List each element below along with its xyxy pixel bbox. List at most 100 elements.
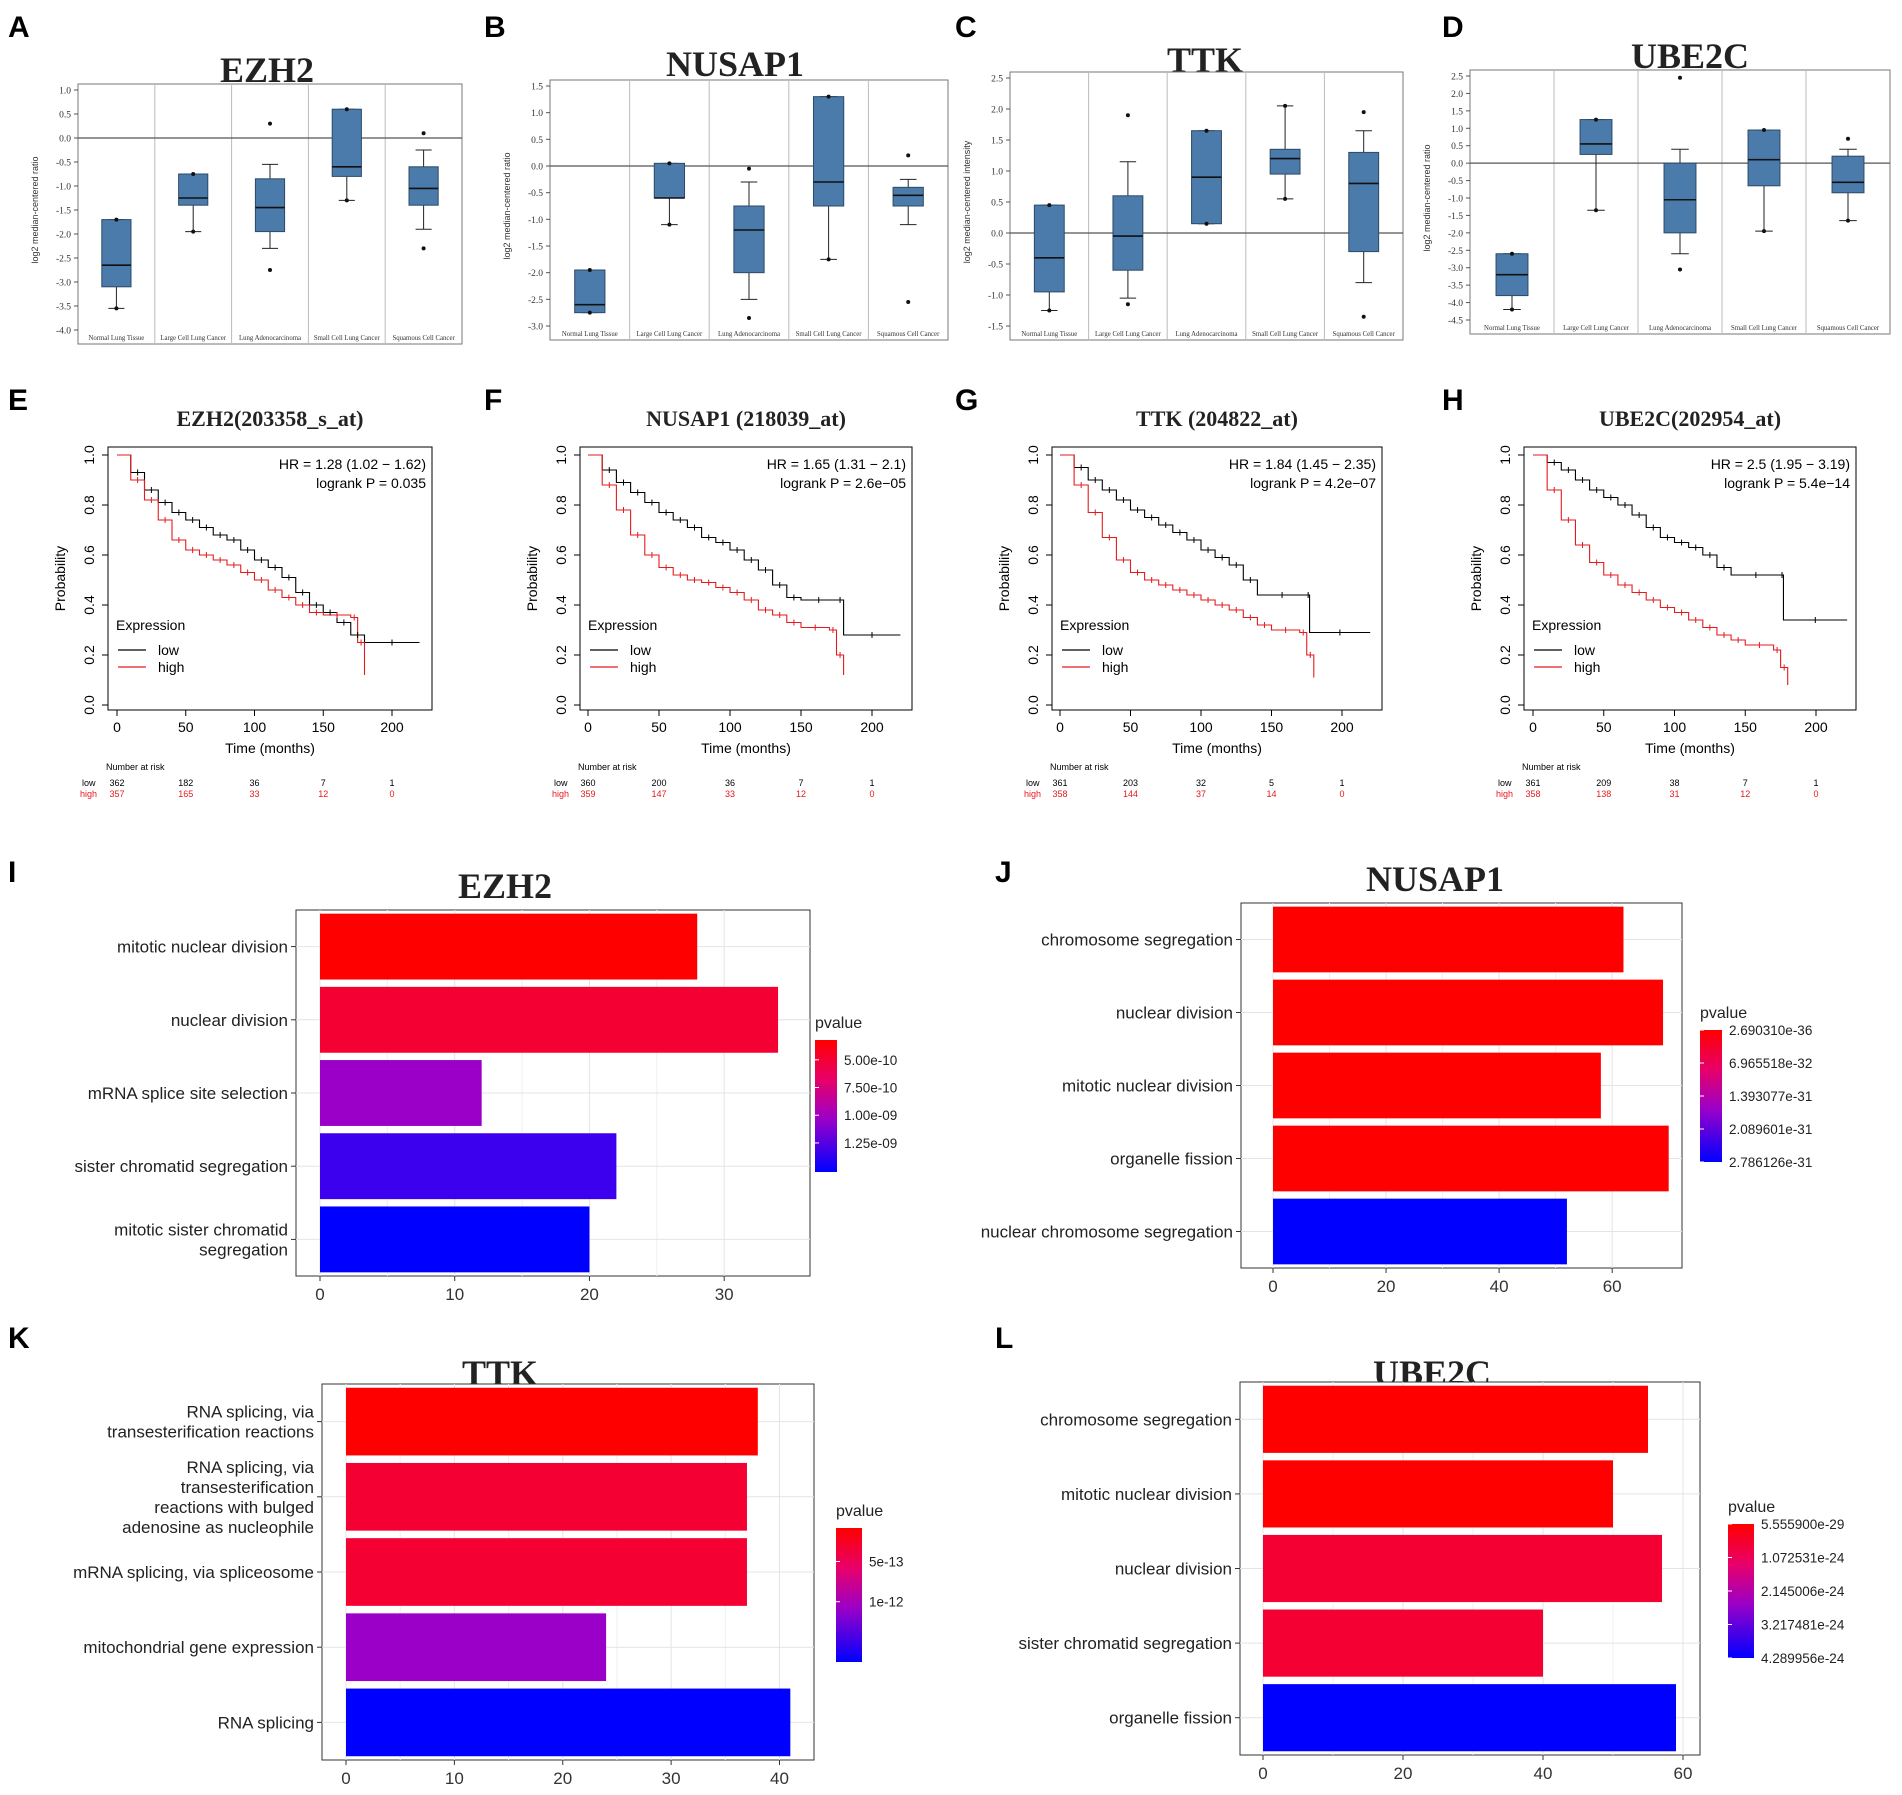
hazard-ratio-text: HR = 1.65 (1.31 − 2.1) xyxy=(767,456,906,472)
box xyxy=(331,108,362,177)
category-label: reactions with bulged xyxy=(154,1498,314,1517)
category-label: Squamous Cell Cancer xyxy=(392,335,455,342)
risk-count-high: 165 xyxy=(178,789,193,799)
y-tick-label: -4.5 xyxy=(1448,317,1463,327)
risk-count-high: 358 xyxy=(1525,789,1540,799)
y-axis-label: Probability xyxy=(52,546,68,611)
y-tick-label: -2.5 xyxy=(56,255,71,265)
barchart-title: NUSAP1 xyxy=(1366,859,1504,899)
y-tick-label: -3.5 xyxy=(56,303,71,313)
km-panel-1: EZH2(203358_s_at) HR = 1.28 (1.02 − 1.62)… xyxy=(52,406,433,799)
risk-count-low: 360 xyxy=(580,778,595,788)
boxplot-frame xyxy=(1009,71,1404,341)
barchart-title: EZH2 xyxy=(458,866,552,906)
risk-count-low: 182 xyxy=(178,778,193,788)
bar xyxy=(320,1206,590,1273)
bar xyxy=(320,1060,482,1126)
legend-label-high: high xyxy=(1574,659,1600,675)
bar xyxy=(346,1613,607,1682)
pvalue-colorbar xyxy=(1728,1524,1754,1658)
colorbar-label: 5.555900e-29 xyxy=(1761,1517,1844,1532)
outlier-point xyxy=(1361,314,1366,319)
x-tick-label: 100 xyxy=(1663,719,1687,735)
colorbar-label: 7.50e-10 xyxy=(844,1081,897,1096)
km-curve-low xyxy=(588,454,901,636)
category-label: mitotic nuclear division xyxy=(1061,1485,1232,1504)
category-label: sister chromatid segregation xyxy=(74,1157,288,1176)
category-label: organelle fission xyxy=(1110,1150,1233,1169)
category-label: mitochondrial gene expression xyxy=(83,1638,314,1657)
risk-count-low: 38 xyxy=(1669,778,1679,788)
panel-label-a: A xyxy=(8,11,30,44)
outlier-point xyxy=(747,166,751,171)
box xyxy=(1112,195,1144,271)
km-curve-low xyxy=(1060,454,1371,634)
outlier-point xyxy=(1594,208,1598,213)
category-label: Small Cell Lung Cancer xyxy=(1252,331,1319,338)
km-panel-3: TTK (204822_at) HR = 1.84 (1.45 − 2.35) lo… xyxy=(996,406,1383,799)
legend-title: Expression xyxy=(116,617,185,633)
outlier-point xyxy=(1204,221,1209,226)
outlier-point xyxy=(1678,267,1682,272)
risk-row-label-high: high xyxy=(1024,789,1041,799)
risk-count-low: 7 xyxy=(798,778,803,788)
risk-count-low: 1 xyxy=(869,778,874,788)
risk-count-high: 12 xyxy=(796,789,806,799)
panel-label-b: B xyxy=(484,11,506,44)
x-tick-label: 20 xyxy=(1377,1277,1396,1296)
pvalue-colorbar xyxy=(836,1528,862,1662)
box xyxy=(574,269,606,314)
legend-title: pvalue xyxy=(815,1015,862,1032)
risk-row-label-high: high xyxy=(80,789,97,799)
bar xyxy=(346,1688,791,1757)
y-tick-label: 0.6 xyxy=(553,545,569,565)
x-tick-label: 0 xyxy=(584,719,592,735)
y-tick-label: 0.0 xyxy=(531,163,543,173)
y-tick-label: 0.5 xyxy=(991,199,1003,209)
legend-title: pvalue xyxy=(1700,1005,1747,1022)
risk-count-high: 358 xyxy=(1052,789,1067,799)
category-label: segregation xyxy=(199,1240,288,1259)
y-tick-label: 0.6 xyxy=(1497,545,1513,565)
bar xyxy=(346,1387,758,1456)
boxplot-panel-3: TTK 2.5 2.0 1.5 1.0 0.5 0.0 -0.5 -1.0 -1.5 log2 me… xyxy=(962,40,1404,341)
y-tick-label: 2.0 xyxy=(1451,90,1463,100)
logrank-p-text: logrank P = 5.4e−14 xyxy=(1724,475,1850,491)
risk-count-high: 144 xyxy=(1123,789,1138,799)
y-axis-label: Probability xyxy=(524,546,540,611)
colorbar-label: 2.089601e-31 xyxy=(1729,1122,1812,1137)
category-label: mRNA splice site selection xyxy=(88,1084,288,1103)
colorbar-label: 3.217481e-24 xyxy=(1761,1618,1845,1633)
x-tick-label: 50 xyxy=(1596,719,1612,735)
y-tick-label: 0.8 xyxy=(1497,495,1513,515)
y-tick-label: -0.5 xyxy=(528,189,543,199)
category-label: Lung Adenocarcinoma xyxy=(239,335,301,342)
risk-count-high: 147 xyxy=(651,789,666,799)
y-tick-label: 1.0 xyxy=(1451,125,1463,135)
legend-title: Expression xyxy=(1060,617,1129,633)
outlier-point xyxy=(1204,128,1209,133)
bar xyxy=(320,913,698,980)
y-tick-label: -0.5 xyxy=(988,261,1003,271)
km-frame xyxy=(1051,446,1383,711)
x-tick-label: 200 xyxy=(1804,719,1828,735)
bar xyxy=(1263,1684,1676,1752)
boxplot-title: EZH2 xyxy=(220,50,314,90)
bar xyxy=(1273,1125,1669,1192)
colorbar-label: 4.289956e-24 xyxy=(1761,1651,1845,1666)
risk-count-high: 0 xyxy=(1339,789,1344,799)
outlier-point xyxy=(1125,113,1130,118)
box xyxy=(892,186,924,207)
y-tick-label: 0.8 xyxy=(1025,495,1041,515)
panel-label-i: I xyxy=(8,856,16,889)
risk-count-low: 7 xyxy=(1743,778,1748,788)
risk-count-high: 33 xyxy=(249,789,259,799)
legend-label-high: high xyxy=(158,659,184,675)
bar xyxy=(1273,1198,1567,1265)
category-label: nuclear division xyxy=(171,1011,288,1030)
risk-count-high: 12 xyxy=(318,789,328,799)
legend-label-low: low xyxy=(1102,642,1124,658)
risk-count-high: 12 xyxy=(1740,789,1750,799)
x-tick-label: 0 xyxy=(1258,1764,1267,1783)
x-tick-label: 40 xyxy=(770,1769,789,1788)
